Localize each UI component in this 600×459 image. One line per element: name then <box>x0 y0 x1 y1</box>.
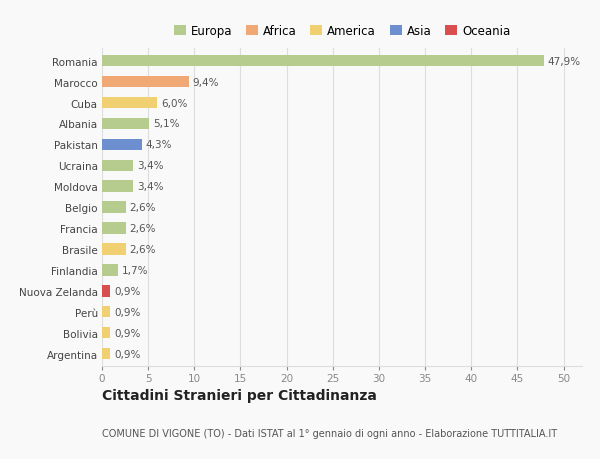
Text: 3,4%: 3,4% <box>137 182 164 192</box>
Text: Cittadini Stranieri per Cittadinanza: Cittadini Stranieri per Cittadinanza <box>102 388 377 402</box>
Bar <box>102 223 126 234</box>
Bar <box>102 202 126 213</box>
Text: 2,6%: 2,6% <box>130 203 156 213</box>
Text: 6,0%: 6,0% <box>161 98 187 108</box>
Text: 47,9%: 47,9% <box>548 56 581 67</box>
Text: 2,6%: 2,6% <box>130 244 156 254</box>
Bar <box>102 160 133 172</box>
Text: 9,4%: 9,4% <box>193 78 219 87</box>
Bar <box>102 244 126 255</box>
Legend: Europa, Africa, America, Asia, Oceania: Europa, Africa, America, Asia, Oceania <box>169 20 515 43</box>
Bar <box>102 327 110 339</box>
Text: 3,4%: 3,4% <box>137 161 164 171</box>
Text: 0,9%: 0,9% <box>114 286 140 296</box>
Bar <box>102 348 110 359</box>
Text: 0,9%: 0,9% <box>114 307 140 317</box>
Text: COMUNE DI VIGONE (TO) - Dati ISTAT al 1° gennaio di ogni anno - Elaborazione TUT: COMUNE DI VIGONE (TO) - Dati ISTAT al 1°… <box>102 428 557 438</box>
Bar <box>102 98 157 109</box>
Text: 0,9%: 0,9% <box>114 328 140 338</box>
Bar <box>102 181 133 192</box>
Bar <box>102 77 189 88</box>
Text: 2,6%: 2,6% <box>130 224 156 234</box>
Bar <box>102 306 110 318</box>
Text: 1,7%: 1,7% <box>121 265 148 275</box>
Bar <box>102 118 149 130</box>
Text: 0,9%: 0,9% <box>114 349 140 359</box>
Bar <box>102 139 142 151</box>
Bar <box>102 56 544 67</box>
Text: 5,1%: 5,1% <box>153 119 179 129</box>
Bar <box>102 264 118 276</box>
Text: 4,3%: 4,3% <box>145 140 172 150</box>
Bar <box>102 285 110 297</box>
